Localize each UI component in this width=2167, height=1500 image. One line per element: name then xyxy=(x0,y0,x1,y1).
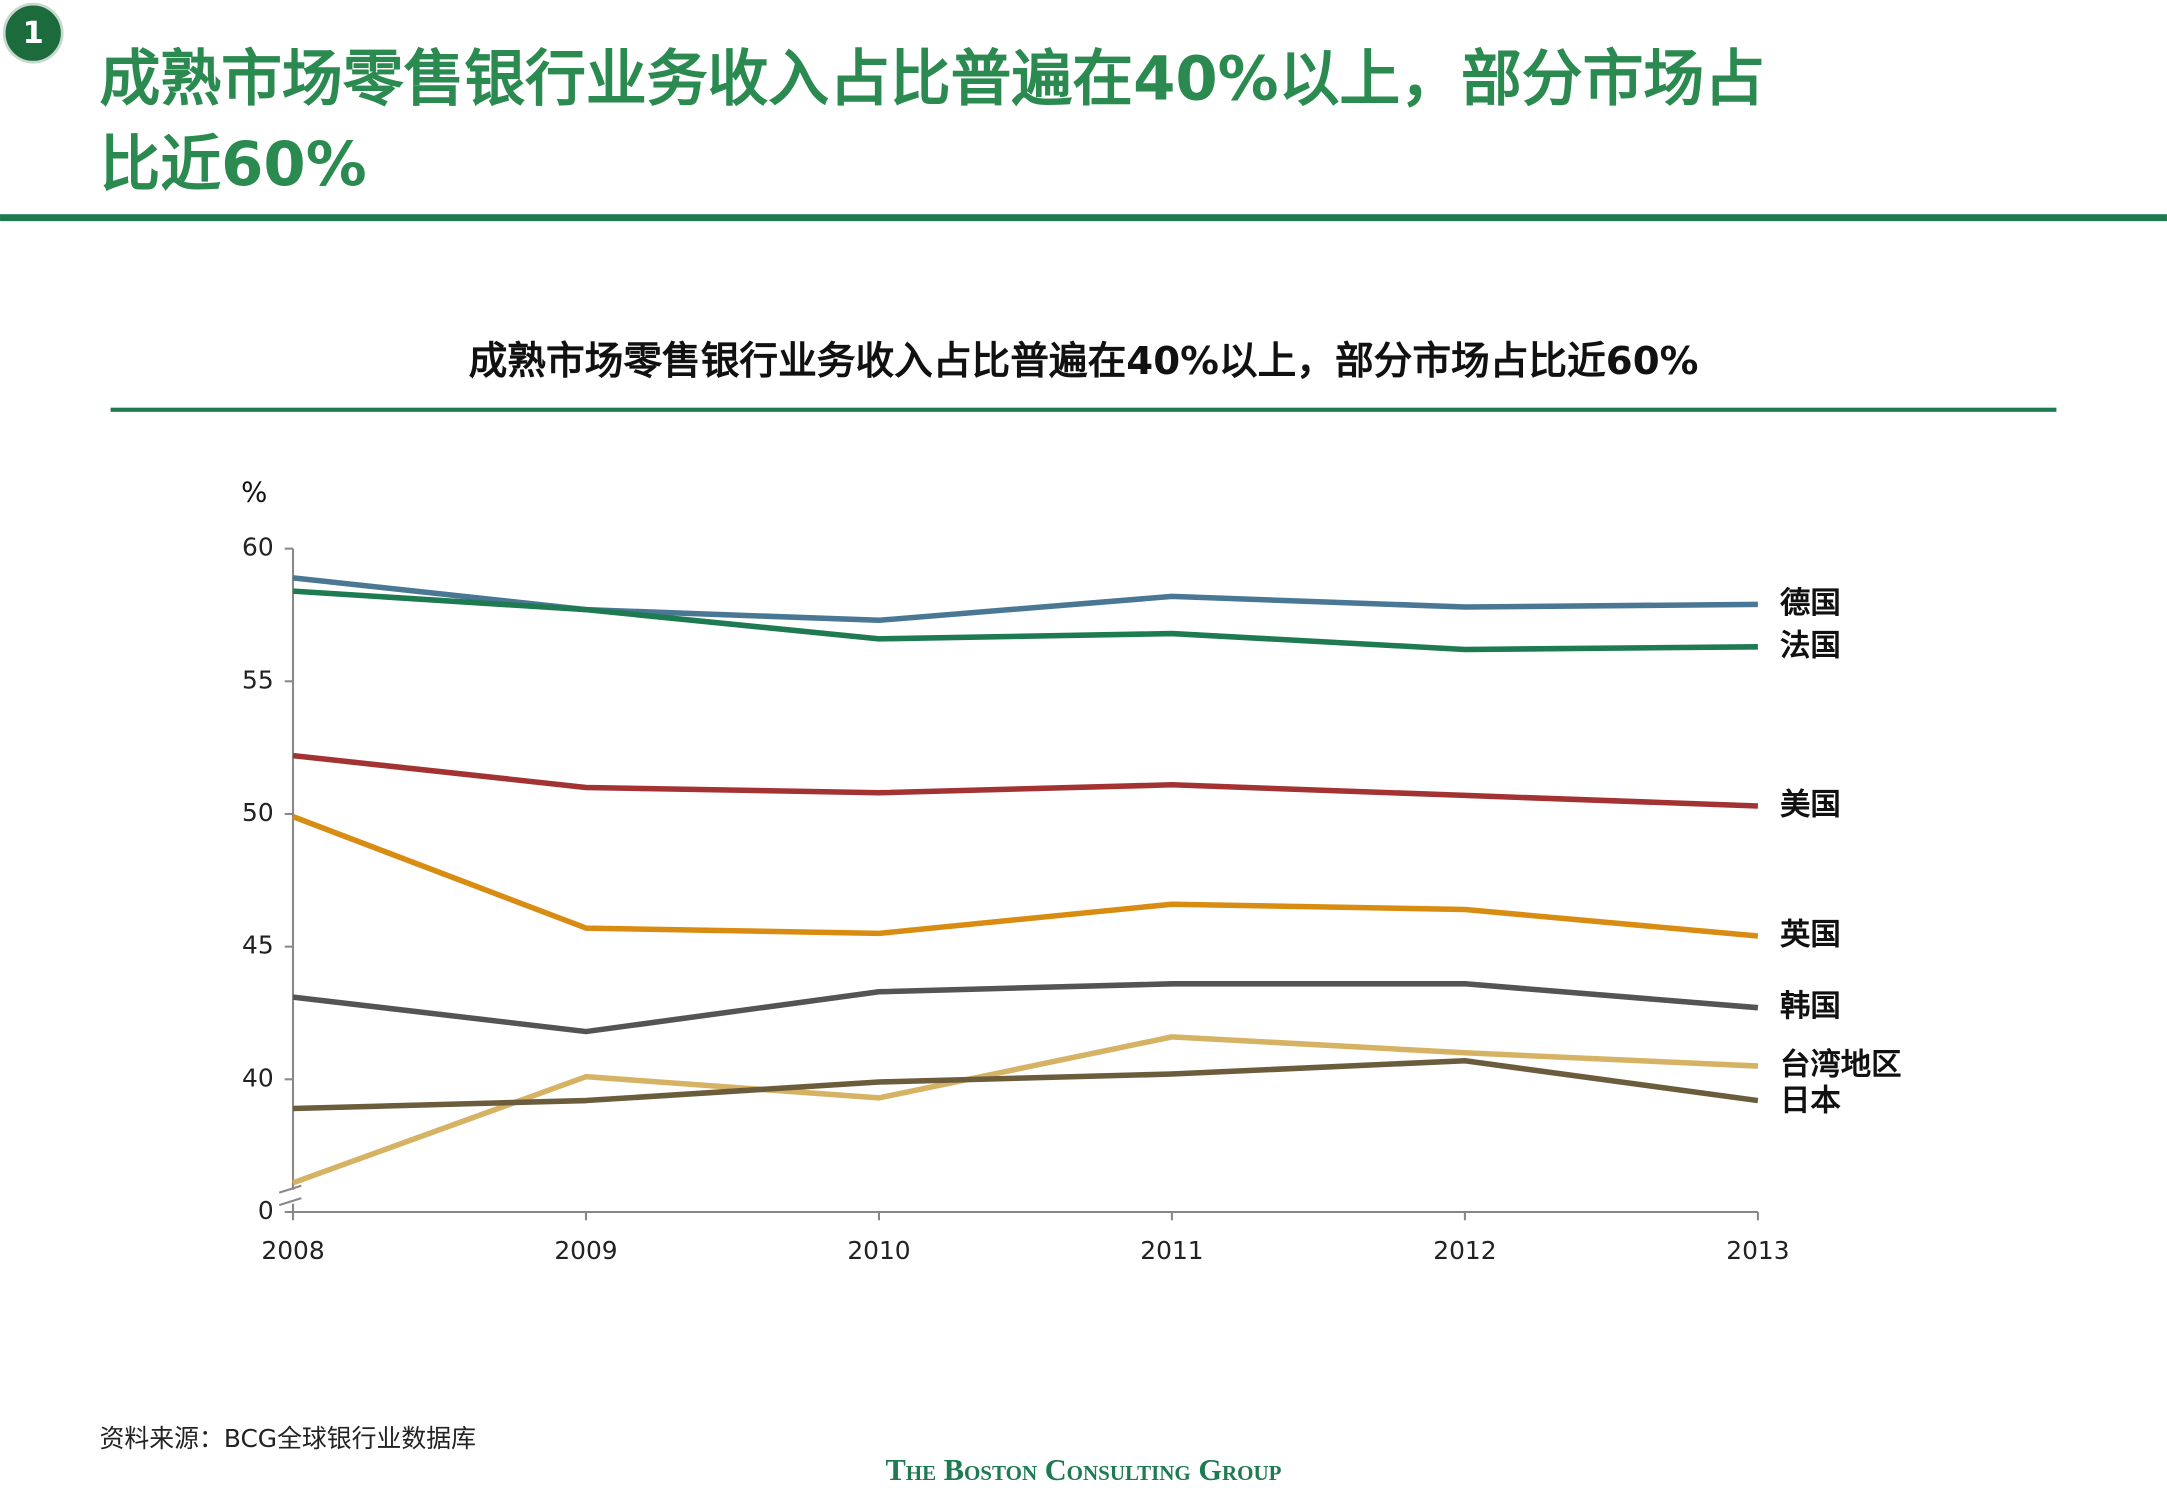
badge-circle xyxy=(2,2,64,64)
x-tick-label: 2009 xyxy=(554,1236,617,1265)
heading: 比近60% xyxy=(100,130,367,200)
series-line xyxy=(292,1034,1759,1186)
x-tick-label: 2012 xyxy=(1433,1236,1496,1265)
heading: 成熟市场零售银行业务收入占比普遍在40%以上，部分市场占 xyxy=(100,45,1765,115)
y-tick-label: 50 xyxy=(242,798,274,827)
series-line xyxy=(292,981,1759,1035)
y-axis-label: % xyxy=(241,475,267,508)
source-note: 资料来源：BCG全球银行业数据库 xyxy=(100,1424,476,1453)
legend-label: 德国 xyxy=(1780,586,1841,621)
series-line xyxy=(292,588,1758,653)
legend-label: 英国 xyxy=(1780,918,1841,953)
axis-break xyxy=(278,1197,302,1207)
x-tick-label: 2013 xyxy=(1726,1236,1789,1265)
axis-break xyxy=(278,1184,302,1194)
y-tick-label: 45 xyxy=(242,931,274,960)
y-tick-label: 55 xyxy=(242,665,274,694)
legend-label: 日本 xyxy=(1780,1083,1841,1118)
x-tick-label: 2010 xyxy=(847,1236,910,1265)
legend-label: 法国 xyxy=(1780,628,1841,663)
x-tick-label: 2011 xyxy=(1140,1236,1203,1265)
series-line xyxy=(292,752,1759,809)
badge: 1 xyxy=(23,16,44,51)
legend-label: 美国 xyxy=(1780,787,1841,823)
x-tick-label: 2008 xyxy=(261,1236,324,1265)
series-line xyxy=(292,1057,1759,1112)
legend-label: 韩国 xyxy=(1780,989,1841,1024)
header-rule xyxy=(0,214,2167,222)
series-line xyxy=(292,575,1758,624)
y-tick-label: 0 xyxy=(258,1196,274,1225)
y-tick-label: 60 xyxy=(242,533,274,562)
title-rule xyxy=(110,407,2057,412)
y-tick-label: 40 xyxy=(242,1063,274,1092)
legend-label: 台湾地区 xyxy=(1780,1047,1902,1083)
chart-title: 成熟市场零售银行业务收入占比普遍在40%以上，部分市场占比近60% xyxy=(469,339,1699,384)
logo: The Boston Consulting Group xyxy=(886,1453,1282,1487)
series-line xyxy=(292,814,1759,939)
